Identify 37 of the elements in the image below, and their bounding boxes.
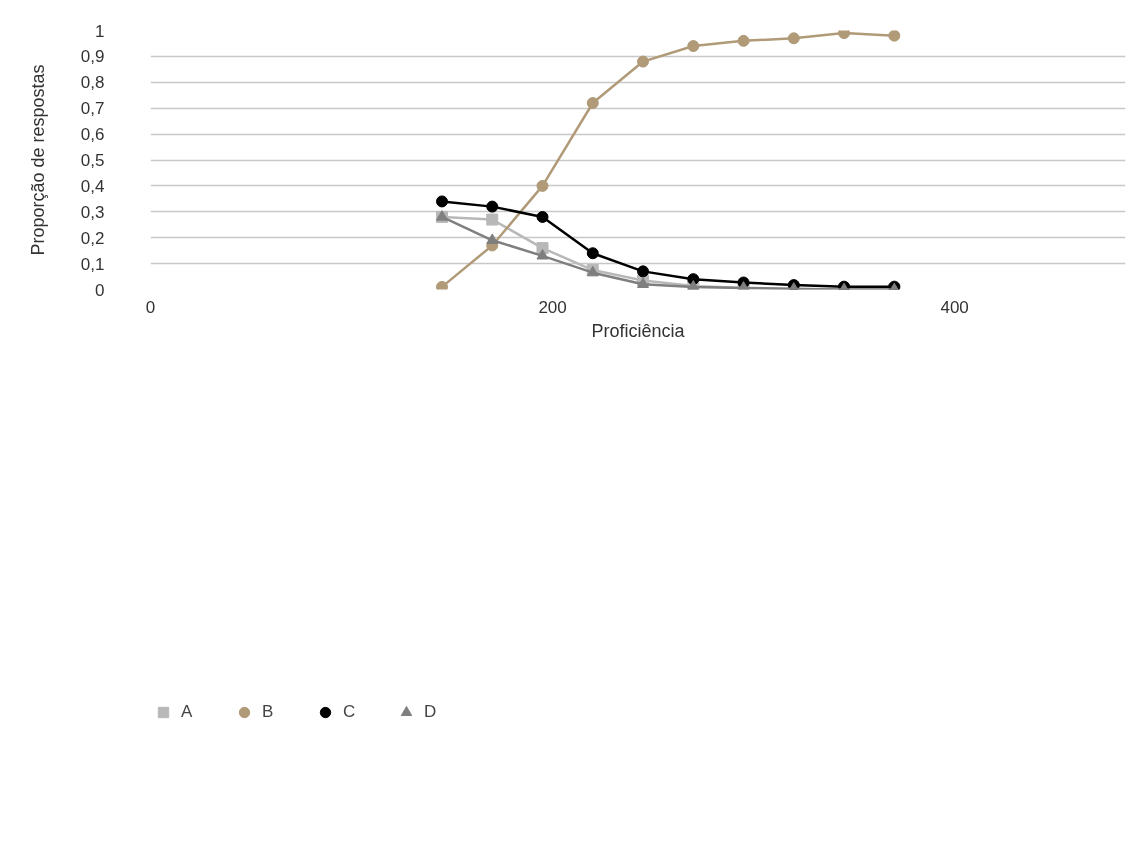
point [486,233,499,244]
point [637,265,650,278]
x-tick-label: 400 [940,297,969,317]
y-tick-label: 0,8 [80,73,105,93]
y-tick-label: 0,1 [80,254,105,274]
point [586,97,599,110]
point [637,55,650,68]
x-tick-label: 0 [145,297,156,317]
y-tick-label: 0,3 [80,202,105,222]
point [435,280,448,290]
point [536,179,549,192]
point [536,210,549,223]
point [838,30,851,40]
y-tick-label: 1 [95,21,105,41]
point [888,30,901,42]
point [486,200,499,213]
point [536,248,549,260]
y-axis-title: Proporção de respostas [27,64,48,256]
legend-label: D [424,701,438,722]
y-tick-label: 0,7 [80,99,105,119]
point [586,247,599,260]
point [435,195,448,208]
point [486,213,499,226]
x-axis-title: Proficiência [591,320,686,341]
legend-label: B [262,701,275,722]
y-tick-label: 0,9 [80,47,105,67]
point [787,32,800,45]
x-tick-label: 200 [538,297,567,317]
y-tick-label: 0,6 [80,125,105,145]
y-tick-label: 0,4 [80,176,105,196]
point [687,40,700,53]
legend-label: C [343,701,357,722]
y-tick-label: 0,2 [80,228,105,248]
point [737,34,750,47]
legend-label: A [181,701,194,722]
y-tick-label: 0 [95,280,105,300]
y-tick-label: 0,5 [80,151,105,170]
